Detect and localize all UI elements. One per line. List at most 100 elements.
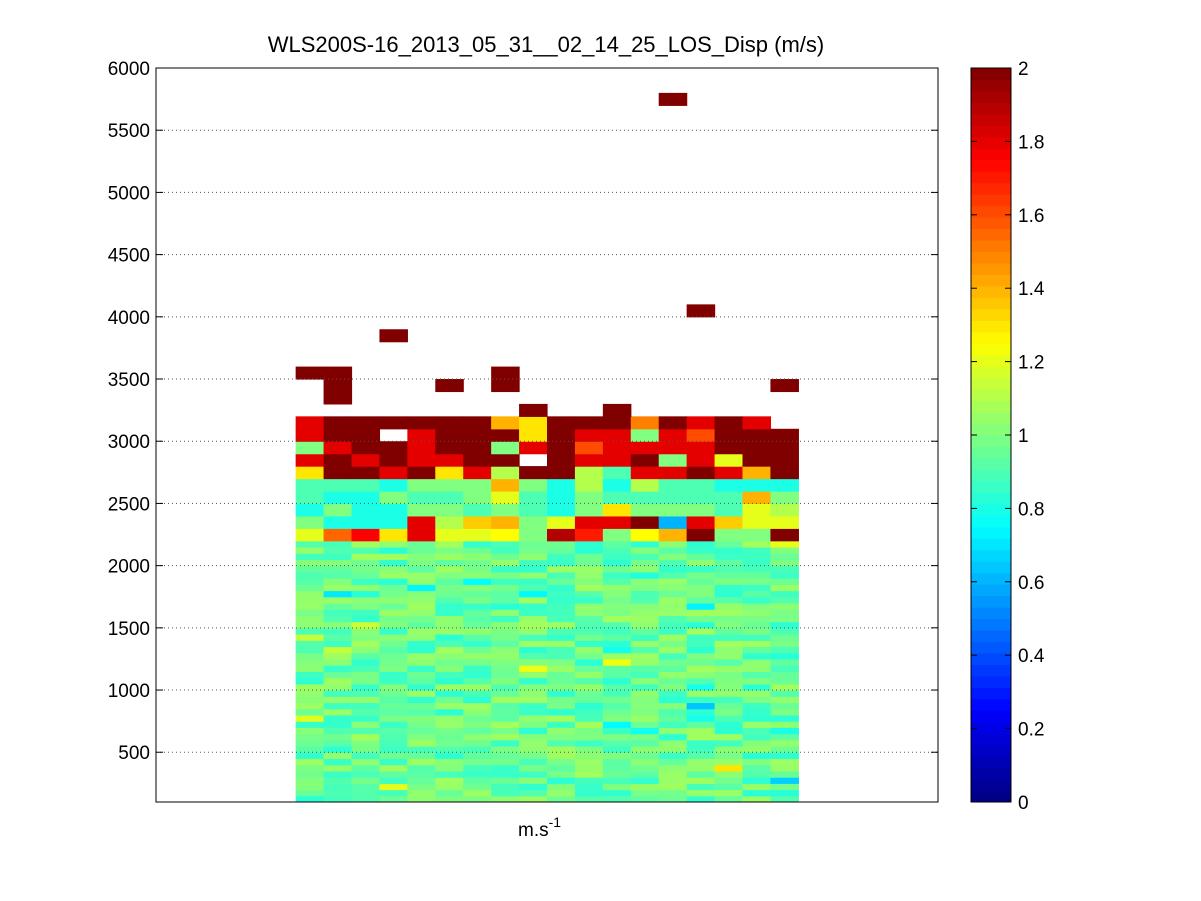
heatmap-cell [407,714,436,722]
heatmap-cell [295,584,325,592]
heatmap-cell [323,571,353,579]
heatmap-cell [435,665,464,672]
heatmap-cell [295,746,325,753]
heatmap-cell [407,553,436,561]
heatmap-cell [602,627,632,635]
heatmap-cell [491,602,520,610]
heatmap-cell [547,783,576,791]
heatmap-cell [295,416,325,430]
heatmap-cell [602,490,632,505]
heatmap-cell [295,690,325,697]
heatmap-cell [379,590,408,598]
colorbar-band [971,435,1011,447]
heatmap-cell [491,702,520,710]
heatmap-cell [686,677,716,685]
heatmap-cell [463,490,492,505]
heatmap-cell [435,453,464,467]
heatmap-cell [602,515,632,529]
heatmap-cell [742,490,772,505]
heatmap-cell [602,652,632,660]
heatmap-cell [351,615,381,623]
heatmap-cell [463,553,492,561]
heatmap-cell [519,602,548,610]
heatmap-cell [547,590,576,598]
heatmap-cell [742,634,772,641]
heatmap-cell [519,621,548,629]
heatmap-cell [379,546,408,554]
heatmap-cell [770,621,799,629]
heatmap-cell [574,503,604,517]
heatmap-cell [435,627,464,635]
heatmap-cell [491,789,520,797]
heatmap-cell [770,578,799,585]
y-tick-label: 3000 [108,432,150,453]
heatmap-cell [463,571,492,579]
heatmap-cell [407,584,436,592]
heatmap-cell [742,627,772,635]
heatmap-cell [574,752,604,760]
heatmap-cell [686,453,716,467]
heatmap-cell [491,777,520,784]
heatmap-cell [351,758,381,766]
heatmap-cell [491,746,520,753]
heatmap-cell [379,733,408,741]
heatmap-cell [435,553,464,561]
colorbar-band [971,790,1011,803]
heatmap-cell [742,677,772,685]
heatmap-cell [547,546,576,554]
chart-title: WLS200S-16_2013_05_31__02_14_25_LOS_Disp… [268,32,825,57]
heatmap-cell [435,683,464,691]
heatmap-cell [463,515,492,529]
heatmap-cell [491,783,520,791]
heatmap-cell [630,428,660,442]
heatmap-cell [574,546,604,554]
heatmap-cell [686,739,716,747]
heatmap-cell [435,739,464,747]
heatmap-cell [491,615,520,623]
heatmap-cell [630,584,660,592]
heatmap-cell [602,559,632,567]
colorbar-band [971,205,1011,218]
heatmap-cell [574,428,604,442]
heatmap-cell [463,714,492,722]
heatmap-cell [714,540,744,548]
heatmap-cell [379,571,408,579]
heatmap-cell [323,789,353,797]
heatmap-cell [602,646,632,654]
heatmap-cell [323,634,353,641]
heatmap-cell [714,727,744,735]
heatmap-cell [714,478,744,492]
heatmap-cell [463,578,492,585]
heatmap-cell [547,777,576,784]
heatmap-cell [323,416,353,430]
heatmap-cell [742,565,772,573]
heatmap-cell [435,584,464,592]
heatmap-cell-isolated [323,366,353,380]
heatmap-cell [379,696,408,704]
heatmap-cell [574,584,604,592]
heatmap-cell [574,453,604,467]
heatmap-cell [547,571,576,579]
heatmap-cell [547,696,576,704]
heatmap-cell [407,441,436,455]
heatmap-cell [435,696,464,704]
heatmap-cell [630,652,660,660]
colorbar-band [971,549,1011,562]
heatmap-cell [351,621,381,629]
heatmap-cell [295,596,325,604]
heatmap-cell [742,602,772,610]
heatmap-cell [435,770,464,778]
heatmap-cell [714,640,744,648]
heatmap-cell [602,609,632,616]
heatmap-cell [658,621,688,629]
heatmap-cell [658,658,688,666]
heatmap-cell [295,665,325,672]
heatmap-cell [742,752,772,760]
heatmap-cell [602,739,632,747]
heatmap-cell [630,553,660,561]
heatmap-cell [574,733,604,741]
heatmap-cell [686,571,716,579]
heatmap-cell [602,528,632,542]
heatmap-cell [574,590,604,598]
heatmap-cell [323,702,353,710]
